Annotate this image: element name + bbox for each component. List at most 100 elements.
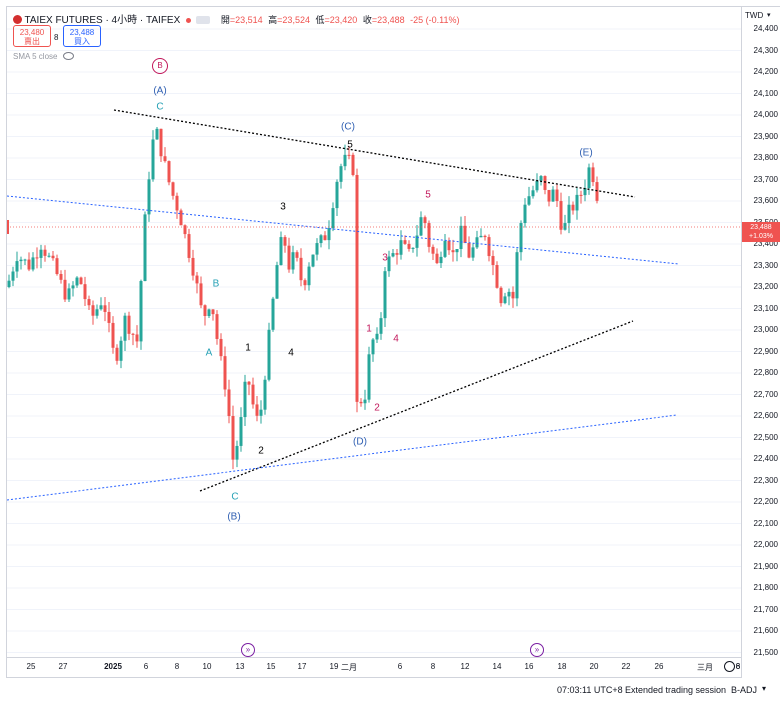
upper-trendline bbox=[113, 109, 636, 198]
candle-body bbox=[527, 196, 531, 205]
buy-button[interactable]: 23,488 買入 bbox=[63, 25, 101, 47]
candle-body bbox=[539, 176, 543, 181]
candle-body bbox=[559, 201, 563, 230]
wave-label-5-black: 5 bbox=[347, 139, 353, 151]
candle-body bbox=[255, 404, 259, 416]
price-tick-label: 23,700 bbox=[753, 174, 778, 184]
time-axis[interactable]: 25 27 2025 6 8 10 13 15 17 19 二月 6 8 12 14 16 18 20 22 26 三月… bbox=[6, 658, 742, 678]
ohlc-open: 開=23,514 bbox=[220, 15, 263, 25]
price-tick-label: 22,400 bbox=[753, 454, 778, 463]
candle-body bbox=[135, 334, 139, 342]
candle-body bbox=[503, 296, 507, 304]
time-tick-label: 三月 bbox=[697, 663, 713, 672]
price-tick-label: 23,400 bbox=[753, 239, 778, 248]
price-tick-label: 24,000 bbox=[753, 110, 778, 119]
candle-body bbox=[447, 240, 451, 251]
candle-body bbox=[479, 235, 483, 238]
last-price-tag: 23,488 +1.03% bbox=[742, 222, 780, 242]
candle-body bbox=[535, 180, 539, 191]
candle-body bbox=[15, 261, 19, 272]
time-tick-label: 6 bbox=[735, 662, 741, 671]
session-label[interactable]: Extended trading session bbox=[625, 685, 727, 695]
candle-body bbox=[387, 256, 391, 272]
candle-body bbox=[299, 257, 303, 281]
scroll-marker-icon[interactable]: » bbox=[530, 643, 544, 657]
indicator-name: SMA 5 close bbox=[13, 52, 58, 61]
candlestick-chart[interactable] bbox=[7, 7, 742, 658]
candle-body bbox=[103, 305, 107, 312]
price-tick-label: 23,000 bbox=[753, 325, 778, 334]
candle-body bbox=[39, 249, 43, 258]
candle-body bbox=[499, 287, 503, 304]
candle-body bbox=[191, 257, 195, 276]
candle-body bbox=[507, 291, 511, 297]
candle-body bbox=[583, 188, 587, 196]
candle-body bbox=[267, 329, 271, 380]
candle-body bbox=[63, 279, 67, 300]
time-tick-label: 二月 bbox=[341, 663, 357, 672]
candle-body bbox=[511, 291, 515, 299]
candle-body bbox=[111, 322, 115, 348]
price-tick-label: 21,800 bbox=[753, 583, 778, 592]
visibility-eye-icon[interactable] bbox=[62, 52, 74, 60]
candle-body bbox=[231, 416, 235, 460]
candle-body bbox=[83, 284, 87, 300]
candle-body bbox=[167, 161, 171, 183]
candle-body bbox=[171, 182, 175, 196]
candle-body bbox=[571, 204, 575, 211]
time-tick-label: 16 bbox=[524, 662, 534, 671]
symbol-title[interactable]: TAIEX FUTURES · 4小時 · TAIFEX bbox=[24, 15, 181, 26]
candle-body bbox=[203, 305, 207, 316]
wave-label-4-black: 4 bbox=[288, 347, 294, 359]
last-price-value: 23,488 bbox=[750, 224, 772, 231]
candle-body bbox=[59, 274, 63, 280]
status-bar: 07:03:11 UTC+8 Extended trading session … bbox=[0, 678, 780, 702]
currency-label[interactable]: TWD bbox=[745, 11, 764, 20]
candle-body bbox=[419, 217, 423, 236]
time-tick-label: 6 bbox=[143, 662, 149, 671]
price-axis[interactable]: TWD ▾ 24,400 24,300 24,200 24,100 24,000 23,9… bbox=[742, 6, 780, 658]
candle-body bbox=[271, 298, 275, 330]
wave-label-c-paren: (C) bbox=[341, 121, 355, 133]
lower-channel-line bbox=[7, 414, 678, 501]
clock-time[interactable]: 07:03:11 UTC+8 bbox=[557, 685, 623, 695]
time-tick-label: 6 bbox=[397, 662, 403, 671]
price-tick-label: 21,500 bbox=[753, 647, 778, 657]
candle-body bbox=[35, 257, 39, 259]
candle-body bbox=[331, 208, 335, 229]
chart-pane[interactable]: TAIEX FUTURES · 4小時 · TAIFEX 開=23,514 高=… bbox=[6, 6, 742, 658]
time-tick-label: 14 bbox=[492, 662, 502, 671]
sell-button[interactable]: 23,480 賣出 bbox=[13, 25, 51, 47]
scroll-marker-icon[interactable]: » bbox=[241, 643, 255, 657]
candle-body bbox=[19, 259, 23, 262]
adjustment-label[interactable]: B-ADJ bbox=[731, 685, 758, 695]
left-price-marker bbox=[7, 220, 9, 234]
candle-body bbox=[187, 234, 191, 258]
candle-body bbox=[263, 379, 267, 410]
candle-body bbox=[487, 237, 491, 257]
chevron-down-icon[interactable]: ▾ bbox=[762, 684, 767, 693]
price-tick-label: 22,900 bbox=[753, 346, 778, 356]
price-tick-label: 23,900 bbox=[753, 131, 778, 141]
candle-body bbox=[471, 247, 475, 258]
candle-body bbox=[131, 333, 135, 335]
eye-icon[interactable] bbox=[196, 16, 211, 24]
wave-label-2-red: 2 bbox=[374, 402, 380, 414]
ohlc-low: 低=23,420 bbox=[315, 15, 358, 25]
wave-label-5-red: 5 bbox=[425, 189, 431, 201]
indicator-legend[interactable]: SMA 5 close bbox=[13, 52, 74, 61]
candle-body bbox=[427, 223, 431, 247]
settings-gear-icon[interactable] bbox=[724, 661, 735, 672]
currency-chevron-icon[interactable]: ▾ bbox=[767, 12, 771, 19]
candle-body bbox=[463, 225, 467, 243]
time-tick-label: 18 bbox=[557, 662, 567, 671]
candle-body bbox=[483, 235, 487, 238]
candle-body bbox=[55, 258, 59, 275]
candle-body bbox=[391, 253, 395, 257]
time-tick-label: 22 bbox=[621, 662, 631, 671]
buy-label: 買入 bbox=[74, 37, 90, 46]
price-tick-label: 22,600 bbox=[753, 411, 778, 420]
candle-body bbox=[455, 249, 459, 253]
candle-body bbox=[159, 128, 163, 157]
